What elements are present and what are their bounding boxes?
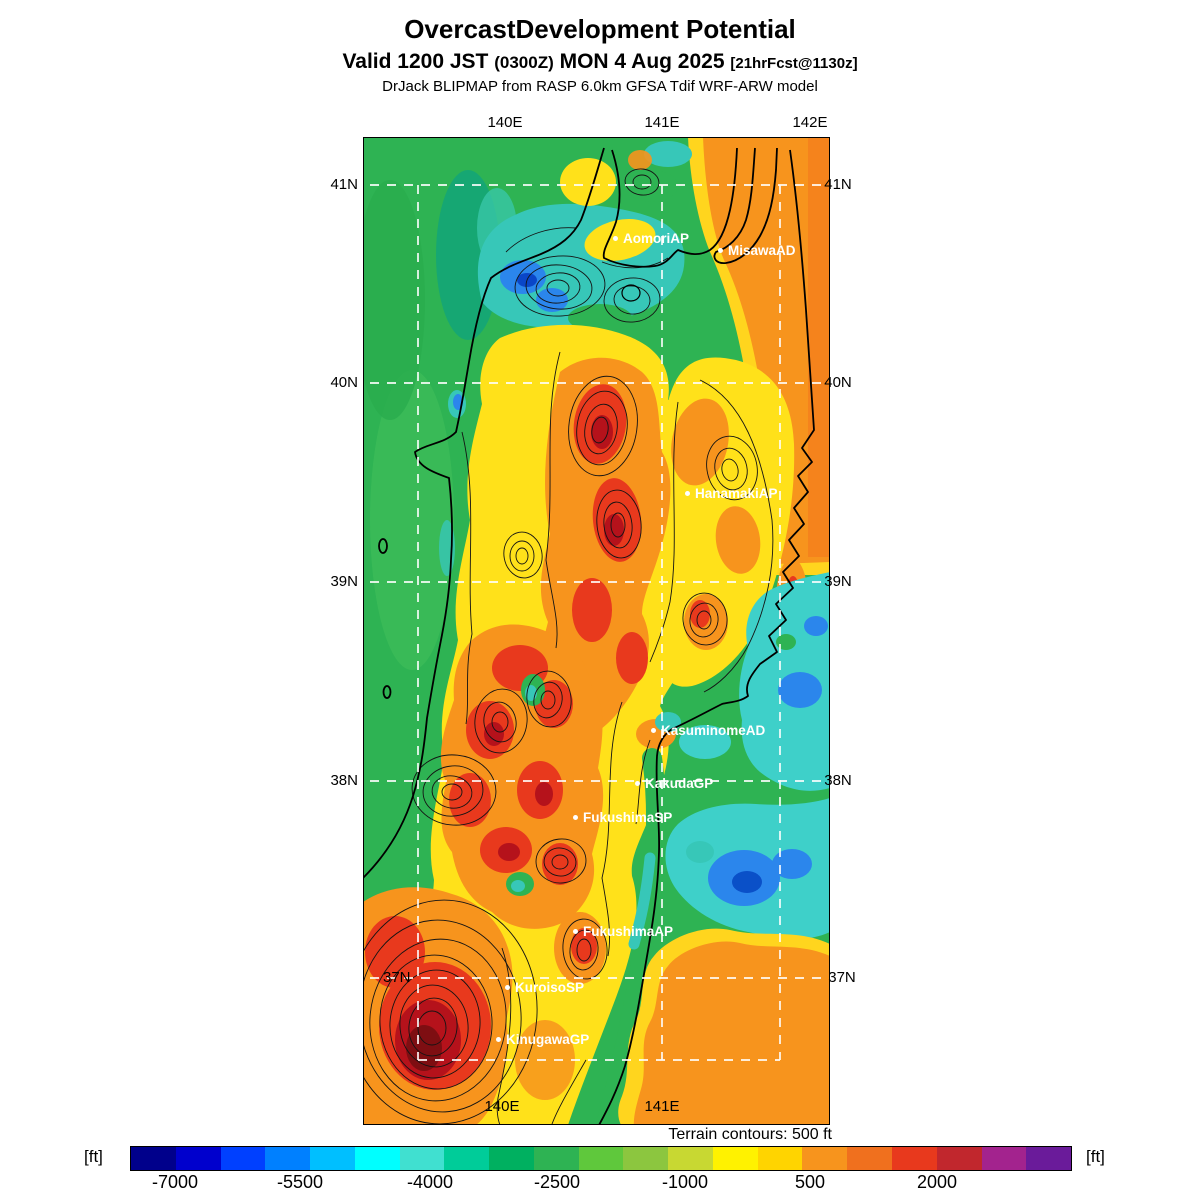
lat-label-left: 41N (330, 176, 358, 193)
colorbar-segment (892, 1147, 937, 1170)
lon-label-top: 141E (644, 114, 680, 131)
station-dot-icon (496, 1037, 501, 1042)
model-line: DrJack BLIPMAP from RASP 6.0km GFSA Tdif… (382, 78, 818, 95)
lat-label-left: 40N (330, 374, 358, 391)
station-marker: AomoriAP (613, 231, 689, 246)
lon-label-bottom: 140E (484, 1098, 520, 1115)
colorbar-tick: -4000 (406, 1172, 454, 1192)
station-label: FukushimaSP (583, 810, 673, 825)
station-dot-icon (613, 236, 618, 241)
station-label: FukushimaAP (583, 924, 674, 939)
colorbar-segment (757, 1147, 803, 1170)
colorbar-segment (399, 1147, 445, 1170)
lat-label-left: 38N (330, 772, 358, 789)
lat-label-right: 41N (824, 176, 852, 193)
valid-zulu: (0300Z) (494, 53, 554, 72)
lat-label-right: 37N (828, 969, 856, 986)
lat-label-right: 40N (824, 374, 852, 391)
station-label: AomoriAP (623, 231, 690, 246)
station-marker: FukushimaAP (573, 924, 673, 939)
station-label: KakudaGP (645, 776, 714, 791)
header: OvercastDevelopment Potential Valid 1200… (0, 0, 1200, 95)
station-dot-icon (635, 781, 640, 786)
station-marker: MisawaAD (718, 243, 796, 258)
lat-label-right: 38N (824, 772, 852, 789)
colorbar-segment (533, 1147, 579, 1170)
lon-label-top: 142E (792, 114, 828, 131)
colorbar-segment (220, 1147, 266, 1170)
valid-date: MON 4 Aug 2025 (559, 50, 725, 73)
colorbar-segment (623, 1147, 669, 1170)
colorbar-unit-right: [ft] (1086, 1147, 1105, 1166)
colorbar-ticks: -7000 -5500 -4000 -2500 -1000 500 2000 (130, 1172, 1070, 1194)
colorbar-segment (265, 1147, 311, 1170)
terrain-contours-note: Terrain contours: 500 ft (668, 1126, 832, 1143)
colorbar-scale (130, 1146, 1072, 1171)
map-border (363, 137, 830, 1125)
colorbar-segment (802, 1147, 848, 1170)
colorbar-tick: -2500 (533, 1172, 581, 1192)
lat-label-left: 39N (330, 573, 358, 590)
station-dot-icon (505, 985, 510, 990)
station-label: KuroisoSP (515, 980, 585, 995)
lat-label-left: 37N (383, 969, 411, 986)
coastline (363, 147, 815, 1125)
colorbar-tick: -7000 (151, 1172, 199, 1192)
colorbar-segment (936, 1147, 982, 1170)
station-dot-icon (718, 248, 723, 253)
station-marker: KuroisoSP (505, 980, 584, 995)
station-dot-icon (651, 728, 656, 733)
colorbar-segment (668, 1147, 713, 1170)
station-marker: KakudaGP (635, 776, 713, 791)
colorbar-segment (489, 1147, 534, 1170)
lat-label-right: 39N (824, 573, 852, 590)
forecast-offset: [21hrFcst@1130z] (730, 55, 858, 72)
station-marker: FukushimaSP (573, 810, 672, 825)
colorbar-tick: 2000 (916, 1172, 958, 1192)
lon-label-top: 140E (487, 114, 523, 131)
colorbar-segment (354, 1147, 400, 1170)
page-title: OvercastDevelopment Potential (404, 14, 796, 44)
colorbar-segment (444, 1147, 490, 1170)
station-marker: KasuminomeAD (651, 723, 765, 738)
graticule (370, 184, 824, 1061)
valid-time: Valid 1200 JST (342, 50, 489, 73)
colorbar-segment (310, 1147, 355, 1170)
station-dot-icon (573, 929, 578, 934)
field-fill (363, 137, 830, 1125)
colorbar-tick: -5500 (276, 1172, 324, 1192)
colorbar-tick: -1000 (661, 1172, 709, 1192)
station-label: KasuminomeAD (661, 723, 766, 738)
colorbar-tick: 500 (794, 1172, 826, 1192)
colorbar-segment (981, 1147, 1027, 1170)
colorbar-segment (175, 1147, 221, 1170)
station-label: MisawaAD (728, 243, 796, 258)
valid-line: Valid 1200 JST (0300Z) MON 4 Aug 2025 [2… (0, 50, 1200, 74)
colorbar-unit-left: [ft] (84, 1147, 103, 1166)
station-dot-icon (685, 491, 690, 496)
colorbar-segment (1026, 1147, 1072, 1170)
colorbar-segment (712, 1147, 758, 1170)
station-label: KinugawaGP (506, 1032, 590, 1047)
colorbar-segment (131, 1147, 176, 1170)
station-dot-icon (573, 815, 578, 820)
colorbar-segment (578, 1147, 624, 1170)
lon-label-bottom: 141E (644, 1098, 680, 1115)
station-marker: KinugawaGP (496, 1032, 589, 1047)
map-plot (363, 137, 830, 1125)
station-label: HanamakiAP (695, 486, 778, 501)
colorbar-segment (847, 1147, 893, 1170)
station-marker: HanamakiAP (685, 486, 778, 501)
